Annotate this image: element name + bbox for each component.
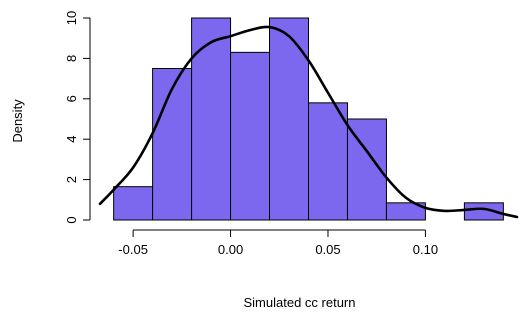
histogram-bars: [113, 17, 504, 221]
density-curve-layer: [98, 25, 519, 219]
histogram-bar: [308, 102, 348, 221]
y-tick-label: 6: [64, 95, 79, 102]
histogram-bar: [113, 186, 154, 221]
x-tick-label: 0.10: [413, 242, 438, 257]
y-tick-label: 4: [64, 136, 79, 143]
x-axis-title: Simulated cc return: [244, 295, 356, 310]
histogram-bar: [152, 68, 193, 221]
histogram-bar: [269, 17, 310, 221]
x-tick-label: -0.05: [118, 242, 148, 257]
y-tick-label: 8: [64, 55, 79, 62]
y-axis-title: Density: [10, 99, 25, 143]
y-tick-label: 10: [64, 11, 79, 25]
x-tick-label: 0.05: [315, 242, 340, 257]
histogram-bar: [463, 202, 504, 221]
x-axis: -0.05 0.00 0.05 0.10: [118, 229, 438, 257]
x-tick-label: 0.00: [218, 242, 243, 257]
y-tick-label: 2: [64, 176, 79, 183]
y-tick-label: 0: [64, 216, 79, 223]
histogram-bar: [385, 202, 426, 221]
histogram-bar: [191, 17, 232, 221]
y-axis: 0 2 4 6 8 10: [64, 11, 91, 224]
histogram-bar: [230, 51, 271, 221]
density-curve: [98, 25, 519, 219]
